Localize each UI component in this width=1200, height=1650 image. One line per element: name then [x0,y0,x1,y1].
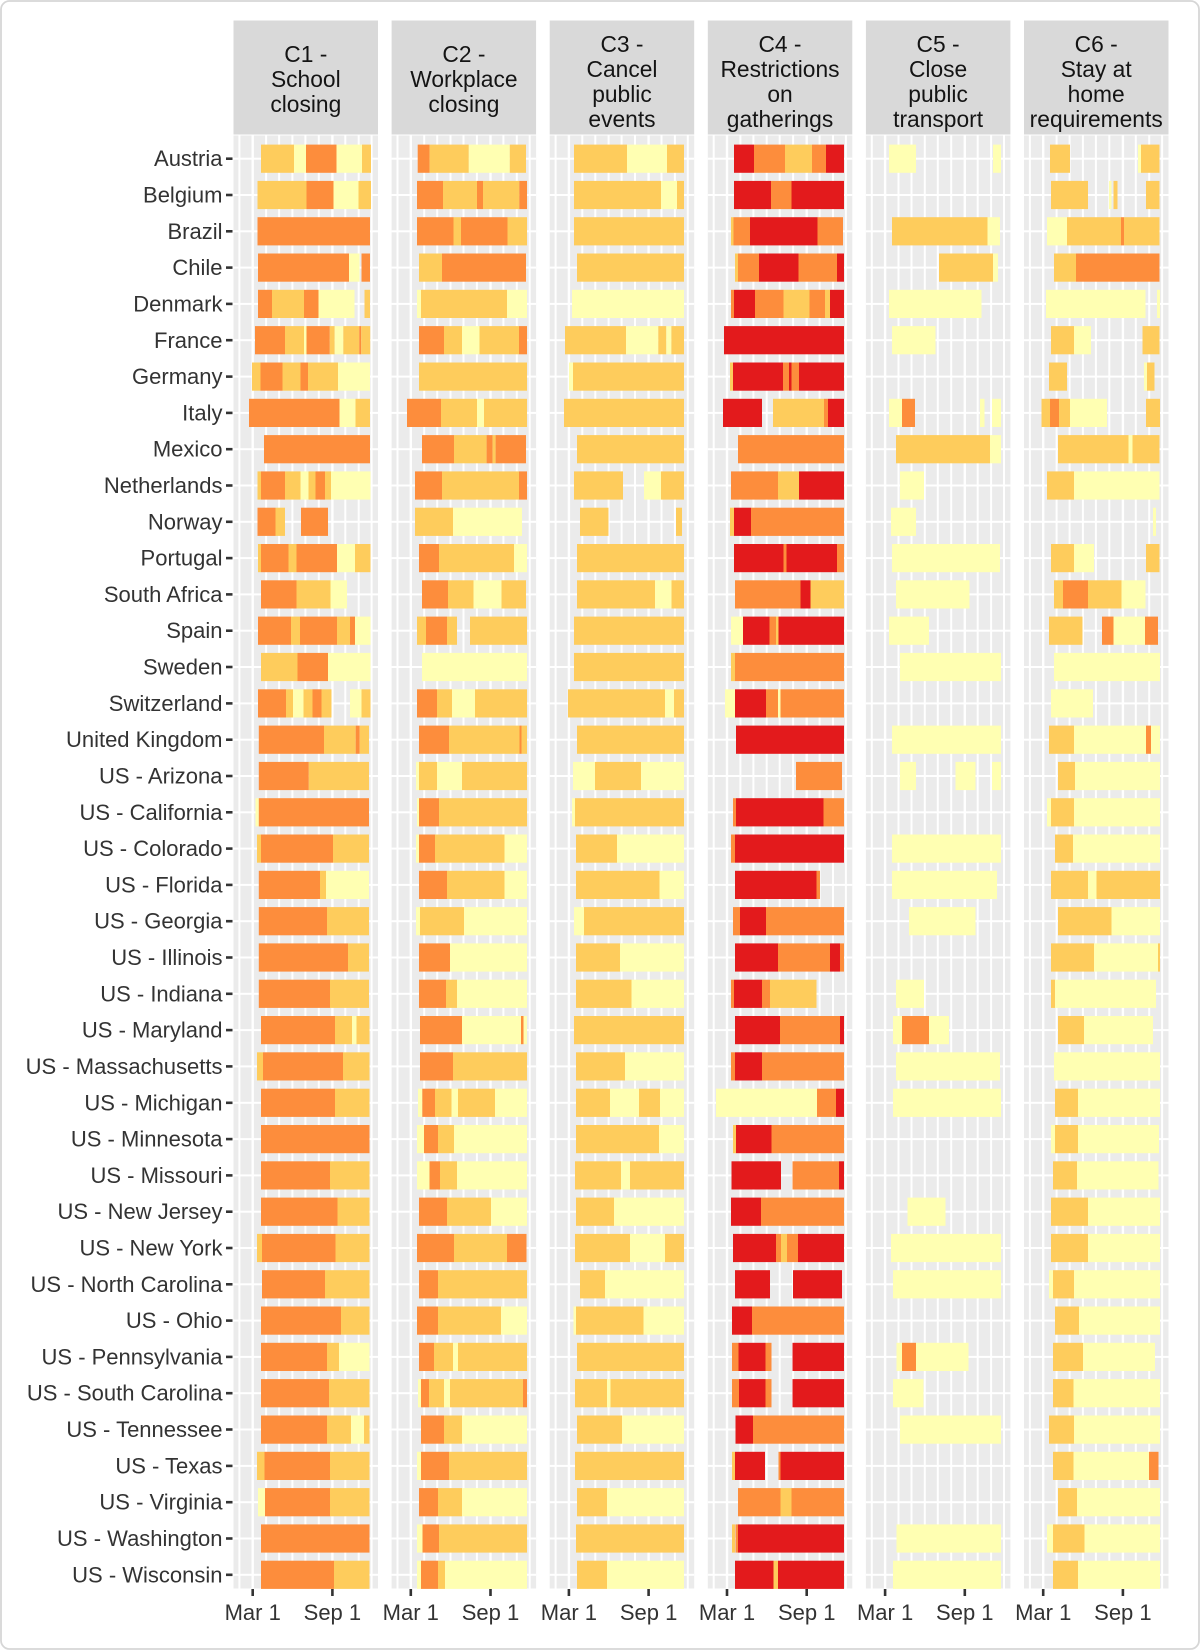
svg-text:public: public [908,81,968,107]
svg-text:US - Virginia: US - Virginia [99,1490,223,1515]
svg-text:Mar 1: Mar 1 [699,1600,755,1625]
svg-text:closing: closing [270,91,341,117]
svg-text:Norway: Norway [148,509,223,534]
svg-text:C2 -: C2 - [442,41,485,67]
svg-text:US - Illinois: US - Illinois [111,945,222,970]
svg-text:US - Minnesota: US - Minnesota [71,1127,223,1152]
svg-text:US - Tennessee: US - Tennessee [66,1417,222,1442]
svg-text:requirements: requirements [1030,106,1163,132]
svg-text:US - California: US - California [79,800,223,825]
svg-text:transport: transport [893,106,984,132]
svg-text:closing: closing [428,91,499,117]
svg-text:Mar 1: Mar 1 [1015,1600,1071,1625]
svg-text:US - Maryland: US - Maryland [82,1018,223,1043]
svg-text:Sep 1: Sep 1 [778,1600,836,1625]
svg-text:Portugal: Portugal [141,546,223,571]
svg-text:Sep 1: Sep 1 [304,1600,362,1625]
svg-text:C4 -: C4 - [758,31,801,57]
svg-text:Sep 1: Sep 1 [462,1600,520,1625]
svg-text:Mexico: Mexico [153,437,223,462]
svg-text:US - Ohio: US - Ohio [126,1308,223,1333]
svg-text:C6 -: C6 - [1075,31,1118,57]
svg-text:US - Texas: US - Texas [115,1453,222,1478]
svg-text:gatherings: gatherings [727,106,833,132]
svg-text:C3 -: C3 - [600,31,643,57]
svg-text:Stay at: Stay at [1061,56,1133,82]
svg-text:US - Washington: US - Washington [57,1526,222,1551]
svg-text:Cancel: Cancel [587,56,658,82]
svg-text:US - Indiana: US - Indiana [100,981,223,1006]
svg-text:Mar 1: Mar 1 [541,1600,597,1625]
svg-text:Mar 1: Mar 1 [225,1600,281,1625]
svg-text:Switzerland: Switzerland [109,691,223,716]
svg-text:Sep 1: Sep 1 [620,1600,678,1625]
svg-text:US - Massachusetts: US - Massachusetts [26,1054,223,1079]
svg-text:Sep 1: Sep 1 [936,1600,994,1625]
svg-text:US - Florida: US - Florida [105,872,223,897]
svg-text:Close: Close [909,56,967,82]
svg-text:US - New Jersey: US - New Jersey [57,1199,222,1224]
svg-text:Sweden: Sweden [143,655,223,680]
svg-text:Germany: Germany [132,364,222,389]
svg-text:Netherlands: Netherlands [104,473,223,498]
svg-text:C1 -: C1 - [284,41,327,67]
svg-text:School: School [271,66,341,92]
svg-text:United Kingdom: United Kingdom [66,727,223,752]
svg-text:US - New York: US - New York [79,1236,223,1261]
svg-text:US - Missouri: US - Missouri [90,1163,222,1188]
svg-text:events: events [588,106,655,132]
svg-text:US - Michigan: US - Michigan [84,1090,222,1115]
svg-text:on: on [767,81,792,107]
svg-text:Mar 1: Mar 1 [383,1600,439,1625]
svg-text:US - Arizona: US - Arizona [99,764,223,789]
svg-text:Sep 1: Sep 1 [1094,1600,1152,1625]
svg-text:Restrictions: Restrictions [720,56,839,82]
svg-text:France: France [154,328,222,353]
svg-text:public: public [592,81,652,107]
svg-text:US - North Carolina: US - North Carolina [31,1272,224,1297]
svg-text:Belgium: Belgium [143,183,222,208]
svg-text:US - South Carolina: US - South Carolina [27,1381,223,1406]
svg-text:Brazil: Brazil [167,219,222,244]
svg-text:Spain: Spain [166,618,222,643]
svg-text:Mar 1: Mar 1 [857,1600,913,1625]
svg-text:US - Pennsylvania: US - Pennsylvania [42,1344,224,1369]
svg-text:US - Wisconsin: US - Wisconsin [72,1562,222,1587]
svg-text:Austria: Austria [154,146,223,171]
svg-text:Chile: Chile [172,255,222,280]
svg-text:Workplace: Workplace [410,66,517,92]
svg-text:Denmark: Denmark [133,291,223,316]
svg-text:home: home [1068,81,1125,107]
svg-text:US - Georgia: US - Georgia [94,909,223,934]
svg-text:US - Colorado: US - Colorado [83,836,222,861]
svg-text:C5 -: C5 - [917,31,960,57]
svg-text:South Africa: South Africa [104,582,223,607]
svg-text:Italy: Italy [182,400,222,425]
